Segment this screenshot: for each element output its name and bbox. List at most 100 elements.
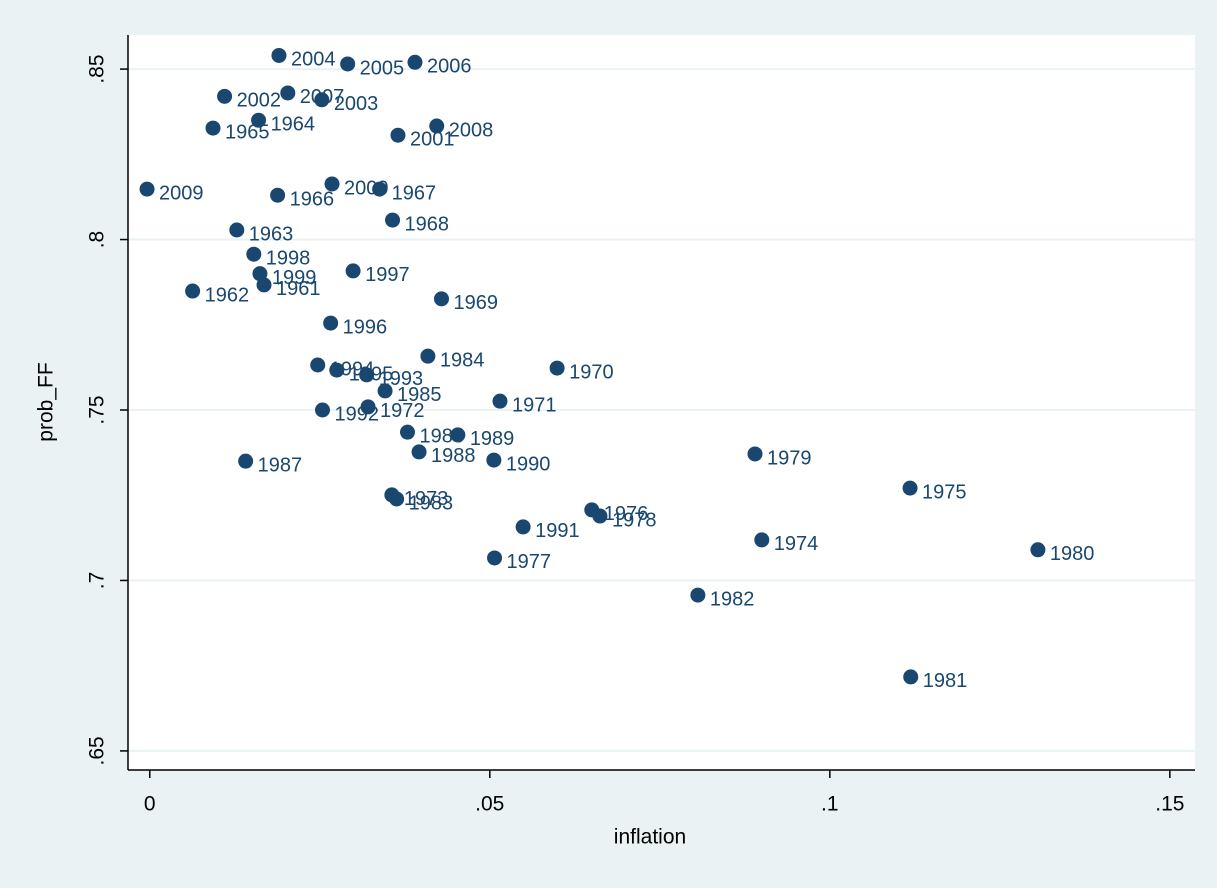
point-label: 1985: [397, 384, 442, 406]
point-label: 1961: [276, 278, 321, 300]
y-tick-label: .8: [86, 231, 109, 249]
point-label: 1970: [569, 361, 614, 383]
point: [434, 291, 450, 307]
point-label: 1965: [225, 121, 270, 143]
point: [486, 452, 502, 468]
grid: [128, 68, 1195, 752]
point-label: 1999: [272, 267, 317, 289]
point-label: 1983: [409, 492, 454, 514]
point-label: 1972: [380, 400, 425, 422]
point: [515, 519, 531, 535]
point: [487, 550, 503, 566]
x-axis-title: inflation: [614, 826, 686, 849]
point-label: 1997: [365, 264, 410, 286]
point: [139, 181, 155, 197]
plot-area: [128, 35, 1195, 770]
point-label: 1987: [258, 454, 303, 476]
point: [372, 181, 388, 197]
point-label: 1962: [205, 284, 250, 306]
x-tick-label: .05: [475, 793, 504, 816]
point: [256, 277, 272, 293]
point-label: 1993: [379, 368, 424, 390]
point: [754, 532, 770, 548]
point-label: 1989: [470, 428, 514, 450]
point: [450, 427, 466, 443]
point-label: 2003: [334, 93, 379, 115]
point: [345, 263, 361, 279]
point-label: 1981: [923, 670, 968, 692]
point: [389, 491, 405, 507]
point: [217, 88, 233, 104]
y-tick-label: .85: [86, 54, 109, 83]
point: [690, 587, 706, 603]
y-tick-label: .75: [86, 395, 109, 424]
y-tick-label: .65: [86, 736, 109, 765]
x-tick-label: .1: [821, 793, 839, 816]
point: [411, 444, 427, 460]
point-label: 1974: [774, 533, 819, 555]
point: [340, 56, 356, 72]
point: [407, 54, 423, 70]
point: [549, 360, 565, 376]
point: [314, 402, 330, 418]
point-label: 1969: [454, 292, 499, 314]
point: [360, 399, 376, 415]
point-label: 1963: [249, 223, 294, 245]
point-label: 1991: [535, 520, 580, 542]
point: [270, 187, 286, 203]
point: [314, 92, 330, 108]
point: [310, 357, 326, 373]
point-label: 1990: [506, 453, 551, 475]
point: [185, 283, 201, 299]
point-label: 1980: [1050, 543, 1095, 565]
point-label: 1988: [431, 445, 476, 467]
point-label: 2002: [237, 90, 282, 112]
point: [246, 246, 262, 262]
point: [324, 176, 340, 192]
point-label: 2004: [291, 49, 336, 71]
point: [747, 446, 763, 462]
point: [385, 212, 401, 228]
point: [1030, 542, 1046, 558]
point: [400, 424, 416, 440]
point-label: 2008: [449, 119, 494, 141]
point-label: 1979: [767, 447, 812, 469]
point: [492, 393, 508, 409]
point: [271, 47, 287, 63]
point: [251, 112, 267, 128]
point-label: 1967: [392, 182, 437, 204]
point: [592, 508, 608, 524]
point: [390, 127, 406, 143]
point-label: 1982: [710, 588, 755, 610]
x-tick-label: 0: [144, 793, 156, 816]
point: [377, 383, 393, 399]
y-tick-label: .7: [86, 572, 109, 590]
point: [359, 367, 375, 383]
point: [280, 85, 296, 101]
point-label: 1973: [404, 488, 449, 510]
point: [903, 669, 919, 685]
point-label: 2009: [159, 182, 204, 204]
point-label: 2001: [410, 129, 455, 151]
point-label: 1966: [290, 189, 335, 211]
point-label: 1964: [271, 114, 316, 136]
point-label: 1984: [440, 349, 485, 371]
point: [902, 480, 918, 496]
point: [252, 266, 268, 282]
point: [329, 362, 345, 378]
point: [420, 348, 436, 364]
point-label: 2006: [427, 56, 472, 78]
y-axis-title: prob_FF: [35, 362, 58, 441]
point-label: 1971: [512, 394, 557, 416]
point: [429, 118, 445, 134]
point-label: 1978: [612, 509, 657, 531]
point-label: 1968: [405, 213, 450, 235]
point: [205, 120, 221, 136]
point-label: 1976: [604, 503, 649, 525]
point-label: 1998: [266, 247, 311, 269]
x-tick-label: .15: [1155, 793, 1184, 816]
point-label: 2005: [360, 57, 405, 79]
point-label: 1977: [507, 551, 552, 573]
point-label: 1975: [922, 481, 967, 503]
